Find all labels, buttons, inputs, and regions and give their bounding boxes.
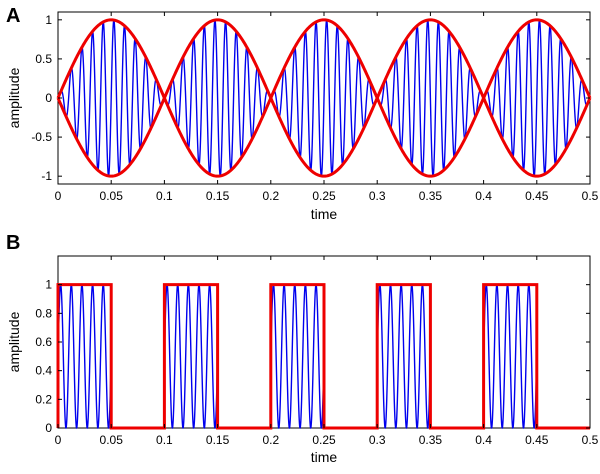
x-tick-label: 0.3 bbox=[369, 189, 386, 203]
panel-b-envelope-series bbox=[56, 283, 590, 430]
envelope-upper-line bbox=[56, 18, 592, 102]
y-tick-label: 0 bbox=[45, 91, 52, 105]
x-tick-label: 0.4 bbox=[475, 189, 492, 203]
x-tick-label: 0.35 bbox=[419, 189, 443, 203]
panel-b-label: B bbox=[6, 232, 20, 254]
carrier-line bbox=[57, 18, 591, 178]
x-tick-label: 0 bbox=[55, 189, 62, 203]
y-tick-label: 0.5 bbox=[35, 52, 52, 66]
carrier-burst-line bbox=[270, 283, 325, 430]
carrier-burst-line bbox=[376, 283, 432, 430]
x-tick-label: 0.25 bbox=[312, 189, 336, 203]
x-tick-label: 0.35 bbox=[419, 433, 443, 447]
x-tick-label: 0.45 bbox=[525, 433, 549, 447]
carrier-burst-line bbox=[57, 283, 112, 430]
y-tick-label: -1 bbox=[41, 169, 52, 183]
y-tick-label: 0.8 bbox=[35, 306, 52, 320]
y-tick-label: 1 bbox=[45, 278, 52, 292]
y-tick-label: 0.2 bbox=[35, 392, 52, 406]
x-tick-label: 0.15 bbox=[206, 189, 230, 203]
carrier-burst-line bbox=[163, 283, 219, 430]
carrier-burst-line bbox=[482, 283, 538, 430]
y-tick-label: -0.5 bbox=[31, 130, 52, 144]
panel-a-y-axis-label: amplitude bbox=[6, 67, 22, 128]
panel-a-label: A bbox=[6, 5, 20, 27]
panel-b-x-axis-label: time bbox=[311, 449, 338, 465]
y-tick-label: 1 bbox=[45, 13, 52, 27]
y-tick-label: 0 bbox=[45, 421, 52, 435]
panel-a-y-ticks: -1 -0.5 0 0.5 1 bbox=[31, 13, 590, 183]
envelope-lower-line bbox=[56, 94, 592, 178]
x-tick-label: 0.4 bbox=[475, 433, 492, 447]
x-tick-label: 0.05 bbox=[100, 433, 124, 447]
x-tick-label: 0.5 bbox=[582, 433, 599, 447]
panel-a-carrier-series bbox=[57, 18, 591, 178]
x-tick-label: 0.2 bbox=[262, 189, 279, 203]
square-envelope-line bbox=[56, 283, 590, 430]
x-tick-label: 0.15 bbox=[206, 433, 230, 447]
y-tick-label: 0.6 bbox=[35, 335, 52, 349]
x-tick-label: 0.1 bbox=[156, 433, 173, 447]
x-tick-label: 0.1 bbox=[156, 189, 173, 203]
panel-a-chart: A 0 0.05 0.1 0.15 0.2 0.25 0.3 0.35 0.4 0.45 0.5 -… bbox=[6, 5, 599, 222]
panel-b-chart: B 0 0.05 0.1 0.15 0.2 0.25 0.3 0.35 0.4 0.45 0.5 0… bbox=[6, 232, 599, 465]
x-tick-label: 0.45 bbox=[525, 189, 549, 203]
x-tick-label: 0.3 bbox=[369, 433, 386, 447]
panel-a-x-axis-label: time bbox=[311, 206, 338, 222]
x-tick-label: 0.2 bbox=[262, 433, 279, 447]
x-tick-label: 0.5 bbox=[582, 189, 599, 203]
panel-a-envelope-series bbox=[56, 18, 592, 178]
panel-b-y-ticks: 0 0.2 0.4 0.6 0.8 1 bbox=[35, 278, 590, 435]
panel-a-x-ticks: 0 0.05 0.1 0.15 0.2 0.25 0.3 0.35 0.4 0.45 0.5 bbox=[55, 12, 599, 203]
panel-b-x-ticks: 0 0.05 0.1 0.15 0.2 0.25 0.3 0.35 0.4 0.45 0.5 bbox=[55, 256, 599, 447]
x-tick-label: 0.25 bbox=[312, 433, 336, 447]
panel-b-y-axis-label: amplitude bbox=[6, 311, 22, 372]
panel-b-carrier-series bbox=[57, 283, 538, 430]
x-tick-label: 0.05 bbox=[100, 189, 124, 203]
y-tick-label: 0.4 bbox=[35, 364, 52, 378]
x-tick-label: 0 bbox=[55, 433, 62, 447]
